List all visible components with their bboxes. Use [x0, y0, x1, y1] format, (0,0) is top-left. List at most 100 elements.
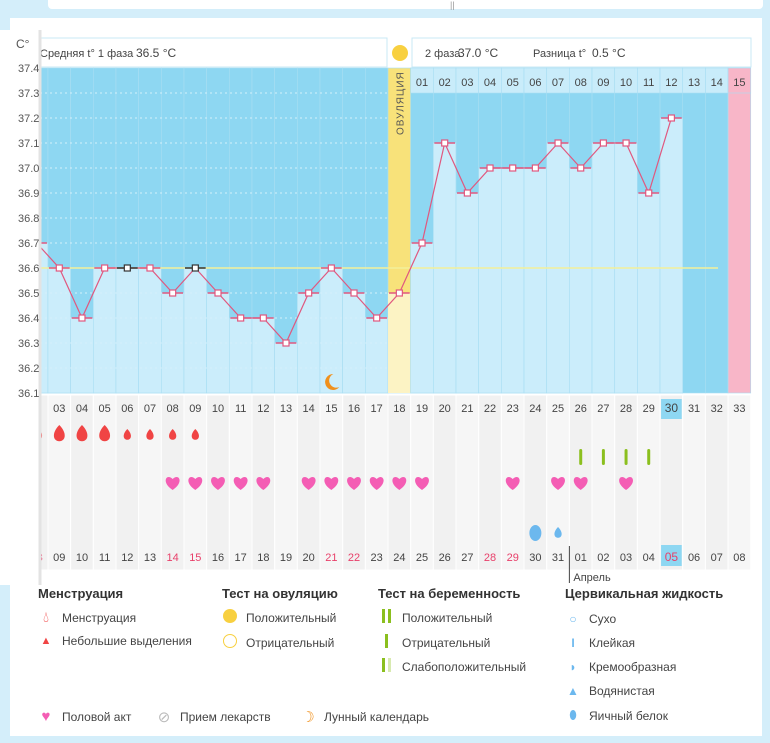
temperature-point	[78, 314, 86, 322]
heart-icon	[573, 477, 588, 490]
pregnancy-test-negative-icon	[647, 449, 651, 465]
temperature-bar	[70, 317, 94, 394]
diff-label: Разница t°	[533, 48, 586, 60]
heart-icon	[415, 477, 429, 490]
phase2-day-label: 10	[620, 77, 632, 89]
phase2-label: 2 фаза	[425, 48, 461, 60]
heart-icon	[369, 477, 384, 490]
phase2-day-label: 03	[461, 77, 473, 89]
phase1-value: 36.5 °C	[136, 46, 176, 60]
menstruation-light-icon	[169, 429, 177, 440]
y-tick-label: 36.2	[18, 363, 39, 375]
menstruation-heavy-icon	[76, 425, 88, 442]
temperature-bar	[501, 167, 525, 394]
cycle-day-label: 13	[280, 403, 292, 415]
temperature-bar	[115, 267, 139, 394]
temperature-point	[441, 139, 449, 147]
temperature-bar	[229, 317, 253, 394]
cycle-day-label: 14	[303, 403, 315, 415]
date-label: 28	[484, 552, 496, 564]
menstruation-light-icon	[123, 429, 131, 440]
y-tick-label: 36.6	[18, 263, 39, 275]
date-label: 29	[507, 552, 519, 564]
temperature-point	[305, 289, 313, 297]
y-tick-label: 36.7	[18, 238, 39, 250]
date-label: 26	[439, 552, 451, 564]
y-tick-label: 37.0	[18, 163, 39, 175]
date-label: 19	[280, 552, 292, 564]
phase2-day-label: 15	[733, 77, 745, 89]
date-label: 15	[189, 552, 201, 564]
cycle-day-label: 33	[733, 403, 745, 415]
temperature-point	[350, 289, 358, 297]
cycle-day-label: 28	[620, 403, 632, 415]
y-axis-panel	[0, 30, 40, 585]
phase1-label: Средняя t° 1 фаза	[40, 48, 134, 60]
menstruation-heavy-icon	[53, 425, 65, 442]
heart-icon	[165, 477, 180, 490]
cycle-day-label: 05	[99, 403, 111, 415]
date-label: 01	[575, 552, 587, 564]
temperature-point	[237, 314, 245, 322]
phase2-day-label: 06	[529, 77, 541, 89]
drag-handle-icon[interactable]: ||	[450, 0, 455, 10]
marker-column	[274, 394, 298, 571]
cycle-day-label: 10	[212, 403, 224, 415]
temperature-bar	[183, 267, 207, 394]
marker-column	[591, 394, 616, 571]
date-label: 06	[688, 552, 700, 564]
temperature-point	[645, 189, 653, 197]
marker-column	[432, 394, 457, 571]
cycle-day-label: 23	[507, 403, 519, 415]
temperature-point	[259, 314, 267, 322]
temperature-point	[169, 289, 177, 297]
date-label: 21	[325, 552, 337, 564]
moon-icon	[325, 373, 340, 390]
heart-icon	[211, 477, 225, 490]
marker-column	[523, 394, 548, 571]
temperature-point	[531, 164, 539, 172]
pregnancy-test-negative-icon	[601, 449, 605, 465]
temperature-point	[395, 289, 403, 297]
temperature-point	[146, 264, 154, 272]
phase1-header	[39, 37, 388, 68]
date-label: 25	[416, 552, 428, 564]
current-day-highlight	[661, 399, 682, 419]
month-label: Апрель	[573, 572, 611, 584]
temperature-point	[463, 189, 471, 197]
marker-column	[478, 394, 502, 571]
date-label: 22	[348, 552, 360, 564]
today-highlight	[661, 545, 682, 566]
marker-column	[115, 394, 140, 571]
date-label: 16	[212, 552, 224, 564]
marker-column	[727, 394, 752, 571]
marker-column	[47, 394, 72, 571]
temperature-bar	[251, 317, 275, 394]
cycle-day-label: 04	[76, 403, 88, 415]
cycle-day-label: 29	[643, 403, 655, 415]
cycle-day-label: 09	[189, 403, 201, 415]
marker-column	[455, 394, 480, 571]
temperature-bar	[659, 117, 684, 394]
cycle-day-label: 32	[711, 403, 723, 415]
temperature-bar	[410, 242, 434, 394]
cycle-day-label: 17	[371, 403, 383, 415]
cycle-day-label: 12	[257, 403, 269, 415]
egg-white-icon	[529, 525, 542, 541]
y-tick-label: 36.1	[18, 388, 39, 400]
cycle-day-label: 08	[167, 403, 179, 415]
phase2-day-label: 05	[507, 77, 519, 89]
y-tick-label: 36.5	[18, 288, 39, 300]
y-tick-label: 37.4	[18, 63, 39, 75]
day-column	[682, 67, 706, 394]
cycle-day-label: 24	[529, 403, 541, 415]
marker-column	[70, 394, 94, 571]
cycle-day-label: 31	[688, 403, 700, 415]
phase2-value: 37.0 °C	[458, 46, 498, 60]
phase2-day-label: 13	[688, 77, 700, 89]
date-label: 23	[371, 552, 383, 564]
temperature-point	[191, 264, 199, 272]
date-label: 08	[733, 552, 745, 564]
day-column	[727, 67, 752, 394]
